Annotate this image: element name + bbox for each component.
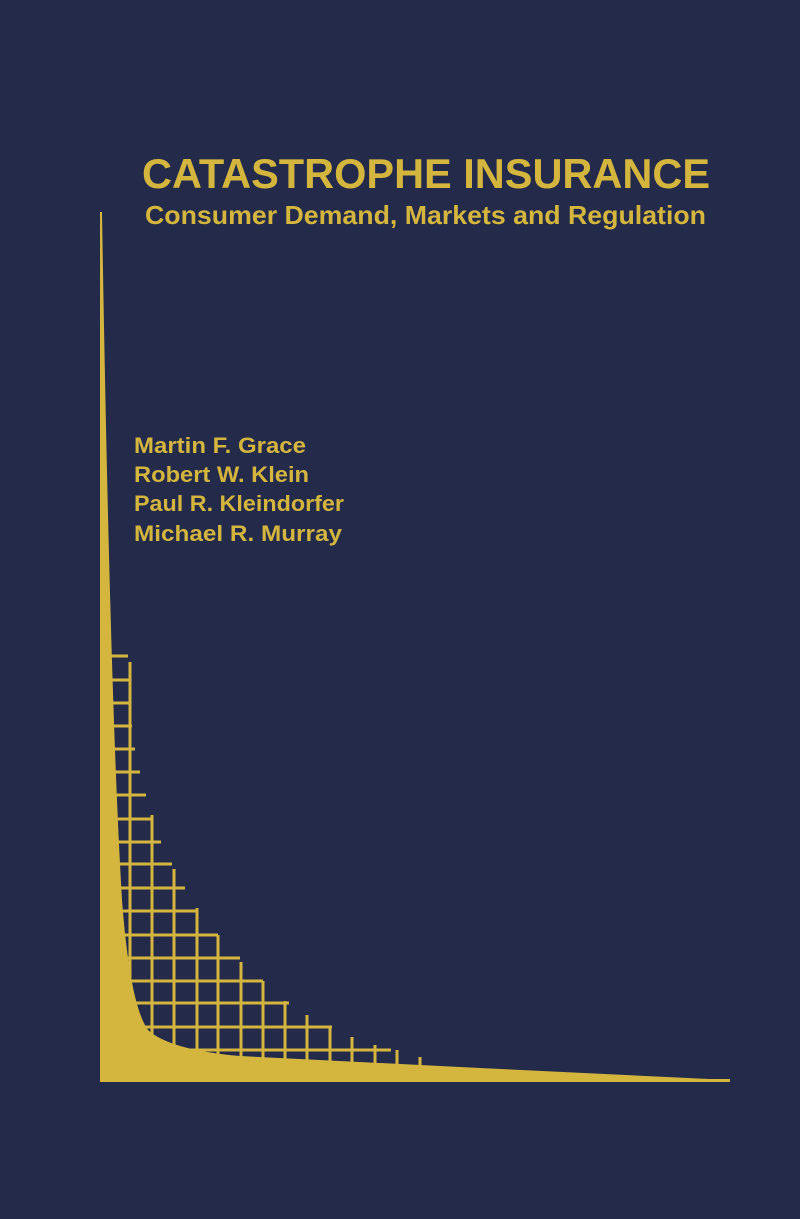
horizontal-axis [100,1079,730,1082]
author-name: Michael R. Murray [134,521,343,546]
author-name: Robert W. Klein [134,462,309,487]
demand-curve-graphic [100,212,730,1082]
book-title: CATASTROPHE INSURANCE [142,150,710,197]
demand-curve-shape [100,212,730,1082]
book-subtitle: Consumer Demand, Markets and Regulation [145,200,706,230]
author-name: Martin F. Grace [134,433,306,458]
author-name: Paul R. Kleindorfer [134,491,344,516]
